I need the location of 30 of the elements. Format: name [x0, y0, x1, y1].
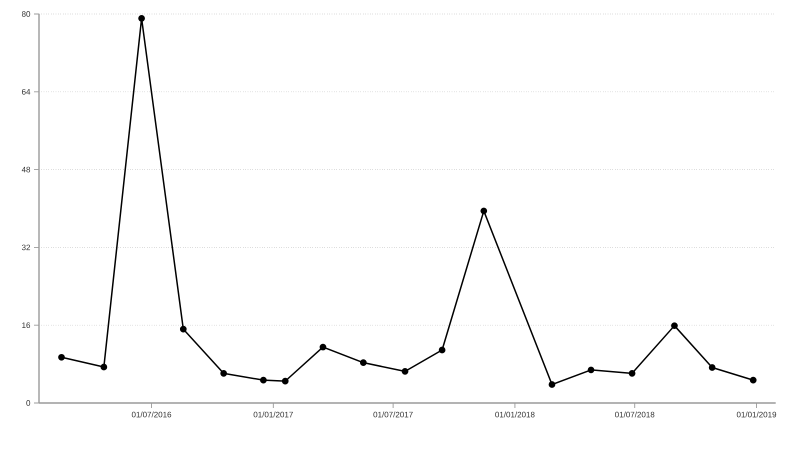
x-tick-label: 01/01/2017	[254, 412, 293, 418]
point	[708, 364, 716, 371]
point	[588, 366, 594, 374]
point	[220, 370, 228, 377]
y-tick-label: 16	[22, 322, 30, 328]
x-tick-label: 01/07/2017	[373, 412, 413, 418]
point	[320, 344, 326, 350]
point	[480, 208, 488, 214]
point	[260, 376, 267, 384]
y-tick-label: 0	[26, 400, 30, 406]
point	[100, 364, 108, 370]
x-tick-label: 01/01/2018	[495, 412, 535, 418]
x-tick-label: 01/07/2018	[615, 412, 654, 418]
point	[438, 346, 446, 354]
x-tick-label: 01/07/2016	[132, 412, 172, 418]
y-tick-label: 64	[22, 88, 30, 95]
point	[750, 376, 757, 384]
point	[628, 370, 636, 377]
y-tick-label: 48	[22, 166, 30, 172]
x-tick-label: 01/01/2019	[736, 412, 776, 418]
point	[402, 368, 408, 375]
point	[360, 359, 367, 366]
y-tick-label: 32	[22, 244, 30, 250]
point	[180, 326, 187, 332]
point	[138, 15, 145, 22]
point	[58, 354, 65, 361]
point	[548, 381, 556, 388]
point	[282, 378, 289, 384]
y-tick-label: 80	[22, 11, 30, 17]
point	[671, 322, 678, 330]
